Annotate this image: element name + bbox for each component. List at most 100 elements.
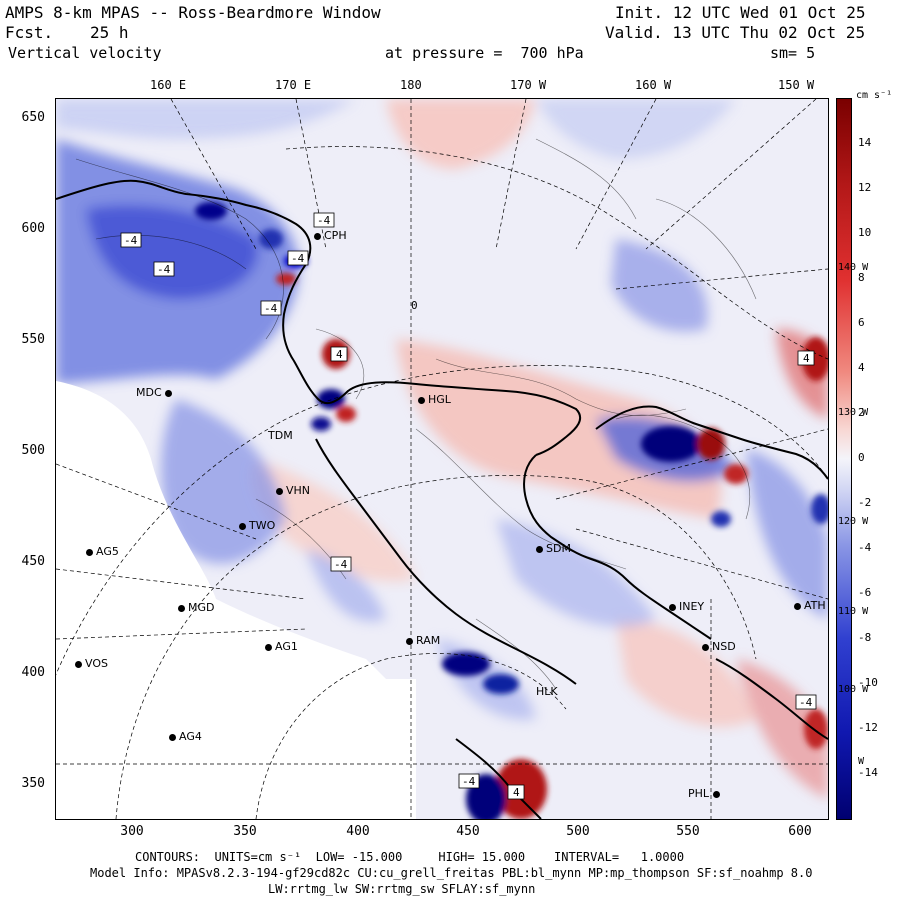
fcst-value: 25 h xyxy=(90,23,129,42)
y-tick: 650 xyxy=(21,110,45,125)
lon-label: 150 W xyxy=(778,78,815,92)
meridian-label: 130 W xyxy=(838,407,869,418)
station-label: VOS xyxy=(85,657,108,670)
lon-label: 160 W xyxy=(635,78,672,92)
station-label: RAM xyxy=(416,634,441,647)
colorbar-tick: 8 xyxy=(858,271,865,284)
y-tick: 450 xyxy=(21,554,45,569)
station-ag5: AG5 xyxy=(86,545,119,558)
station-label: AG4 xyxy=(179,730,202,743)
contour-info: CONTOURS: UNITS=cm s⁻¹ LOW= -15.000 HIGH… xyxy=(135,850,685,864)
physics-info: LW:rrtmg_lw SW:rrtmg_sw SFLAY:sf_mynn xyxy=(268,882,536,896)
station-mgd: MGD xyxy=(178,601,215,614)
station-dot-icon xyxy=(178,604,185,612)
y-tick: 400 xyxy=(21,665,45,680)
title: AMPS 8-km MPAS -- Ross-Beardmore Window xyxy=(5,3,381,22)
station-label: PHL xyxy=(688,787,710,800)
station-label: HGL xyxy=(428,393,451,406)
station-dot-icon xyxy=(794,602,801,610)
colorbar-tick: -2 xyxy=(858,496,872,509)
fcst-label: Fcst. xyxy=(5,23,54,42)
station-vhn: VHN xyxy=(276,484,310,497)
contour-label-box: -4 xyxy=(153,261,175,277)
contour-label-box: -4 xyxy=(458,773,480,789)
contour-label: 4 xyxy=(336,348,343,361)
station-dot-icon xyxy=(669,603,676,611)
contour-label-box: -4 xyxy=(287,250,309,266)
station-label: TWO xyxy=(249,519,276,532)
colorbar xyxy=(836,98,852,820)
y-tick: 500 xyxy=(21,443,45,458)
colorbar-tick: 14 xyxy=(858,136,872,149)
station-dot-icon xyxy=(75,660,82,668)
station-label: TDM xyxy=(268,429,293,442)
station-ath: ATH xyxy=(794,599,826,612)
station-dot-icon xyxy=(165,389,173,397)
x-tick: 450 xyxy=(456,824,480,839)
colorbar-tick: 10 xyxy=(858,226,872,239)
smoothing: sm= 5 xyxy=(770,44,816,62)
model-info: Model Info: MPASv8.2.3-194-gf29cd82c CU:… xyxy=(90,866,813,880)
station-label: VHN xyxy=(286,484,311,497)
colorbar-tick: 4 xyxy=(858,361,865,374)
colorbar-tick: 2 xyxy=(858,406,865,419)
meridian-label: 100 W xyxy=(838,684,869,695)
station-label: INEY xyxy=(679,600,705,613)
station-nsd: NSD xyxy=(702,640,736,653)
station-cph: CPH xyxy=(314,229,347,242)
station-label: MDC xyxy=(136,386,162,399)
station-ag1: AG1 xyxy=(265,640,298,653)
lon-label: 170 E xyxy=(275,78,312,92)
colorbar-tick: -6 xyxy=(858,586,872,599)
station-phl: PHL xyxy=(688,787,723,800)
contour-label: -4 xyxy=(799,696,813,709)
valid-time: Valid. 13 UTC Thu 02 Oct 25 xyxy=(605,23,866,42)
contour-value-labels: -4 -4 -4 -4 -4 4 -4 -4 4 -4 4 0 xyxy=(120,212,817,800)
contour-lines xyxy=(75,138,757,690)
station-dot-icon xyxy=(418,396,425,404)
contour-label: -4 xyxy=(334,558,348,571)
contour-label: -4 xyxy=(124,234,138,247)
station-label: HLK xyxy=(536,685,558,698)
station-label: AG5 xyxy=(96,545,119,558)
contour-label-box: -4 xyxy=(260,300,282,316)
graticule xyxy=(56,99,828,819)
colorbar-tick: 12 xyxy=(858,181,872,194)
station-hlk: HLK xyxy=(536,685,558,698)
contour-label: -4 xyxy=(291,252,305,265)
station-mdc: MDC xyxy=(136,386,175,399)
station-label: MGD xyxy=(188,601,215,614)
lon-label: 180 xyxy=(400,78,422,92)
station-dot-icon xyxy=(712,790,720,798)
x-tick: 400 xyxy=(346,824,370,839)
colorbar-tick: -12 xyxy=(858,721,878,734)
x-tick: 550 xyxy=(676,824,700,839)
contour-label: -4 xyxy=(317,214,331,227)
colorbar-tick: 0 xyxy=(858,451,865,464)
station-hgl: HGL xyxy=(418,393,451,406)
y-tick: 350 xyxy=(21,776,45,791)
contour-label: 4 xyxy=(513,786,520,799)
contour-label-box: 4 xyxy=(507,784,525,800)
station-dot-icon xyxy=(314,232,321,240)
colorbar-units: cm s⁻¹ xyxy=(856,90,893,101)
colorbar-tick: -10 xyxy=(858,676,878,689)
init-time: Init. 12 UTC Wed 01 Oct 25 xyxy=(615,3,866,22)
colorbar-tick: -8 xyxy=(858,631,872,644)
contour-label-box: -4 xyxy=(313,212,335,228)
station-dot-icon xyxy=(239,522,246,530)
station-dot-icon xyxy=(702,643,709,651)
meridian-label: 110 W xyxy=(838,606,869,617)
station-label: AG1 xyxy=(275,640,298,653)
pressure-level: at pressure = 700 hPa xyxy=(385,44,584,62)
lon-label: 160 E xyxy=(150,78,187,92)
x-tick: 350 xyxy=(233,824,257,839)
station-dot-icon xyxy=(406,637,413,645)
station-label: ATH xyxy=(804,599,826,612)
station-dot-icon xyxy=(169,733,176,741)
lon-label: 170 W xyxy=(510,78,547,92)
station-dot-icon xyxy=(276,487,283,495)
contour-label: -4 xyxy=(264,302,278,315)
station-tdm: TDM xyxy=(268,429,293,442)
station-label: SDM xyxy=(546,542,571,555)
